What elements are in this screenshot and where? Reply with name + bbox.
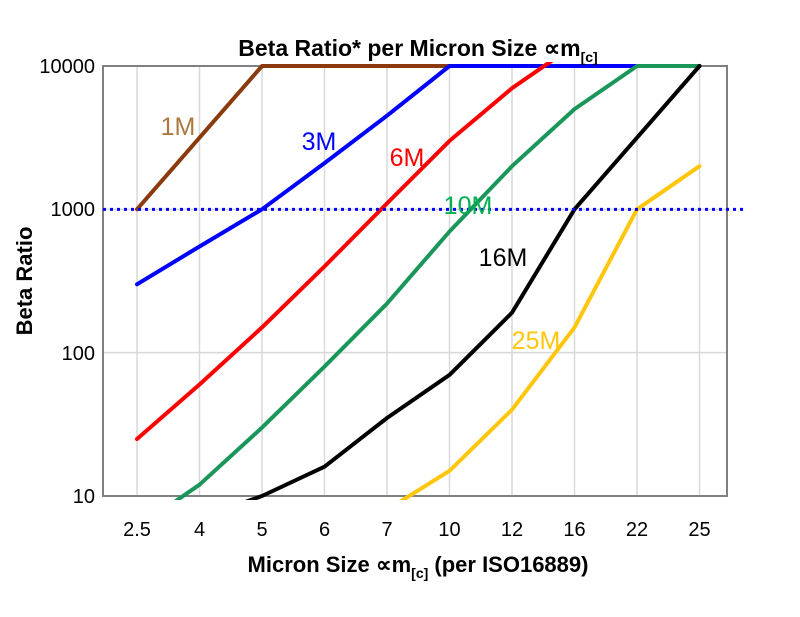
series-lines (135, 62, 702, 500)
chart-title-main: Beta Ratio* per Micron Size ∝m (238, 35, 580, 61)
x-tick-10: 10 (438, 519, 460, 541)
x-tick-4: 4 (194, 519, 205, 541)
x-axis-title-main: Micron Size ∝m (248, 552, 412, 577)
series-line-6M (135, 62, 554, 441)
x-tick-22: 22 (626, 519, 648, 541)
series-line-10M (173, 64, 702, 500)
y-axis-title: Beta Ratio (12, 227, 37, 336)
y-tick-10: 10 (73, 486, 95, 508)
series-label-10M: 10M (444, 192, 493, 220)
x-axis-title: Micron Size ∝m[c] (per ISO16889) (248, 552, 589, 581)
x-tick-25: 25 (688, 519, 710, 541)
y-axis-tick-labels: 10000 1000 100 10 (39, 56, 95, 508)
series-line-16M (244, 64, 702, 500)
chart-title: Beta Ratio* per Micron Size ∝m[c] (238, 35, 597, 65)
series-label-1M: 1M (161, 113, 196, 141)
x-tick-12: 12 (501, 519, 523, 541)
series-line-3M (135, 64, 702, 287)
x-tick-16: 16 (563, 519, 585, 541)
series-label-16M: 16M (479, 244, 528, 272)
y-tick-1000: 1000 (51, 199, 96, 221)
x-tick-2_5: 2.5 (123, 519, 151, 541)
x-tick-5: 5 (256, 519, 267, 541)
series-label-3M: 3M (302, 128, 337, 156)
series-label-25M: 25M (512, 327, 561, 355)
chart-title-subscript: [c] (581, 49, 598, 65)
y-tick-10000: 10000 (39, 56, 95, 78)
series-line-25M (399, 164, 702, 500)
x-axis-tick-labels: 2.5 4 5 6 7 10 12 16 22 25 (123, 519, 711, 541)
y-tick-100: 100 (62, 343, 95, 365)
x-tick-7: 7 (381, 519, 392, 541)
series-label-6M: 6M (390, 144, 425, 172)
x-axis-title-subscript: [c] (411, 565, 428, 581)
series-labels: 1M 3M 6M 10M 16M 25M (161, 113, 561, 355)
x-axis-title-tail: (per ISO16889) (428, 552, 588, 577)
x-tick-6: 6 (319, 519, 330, 541)
